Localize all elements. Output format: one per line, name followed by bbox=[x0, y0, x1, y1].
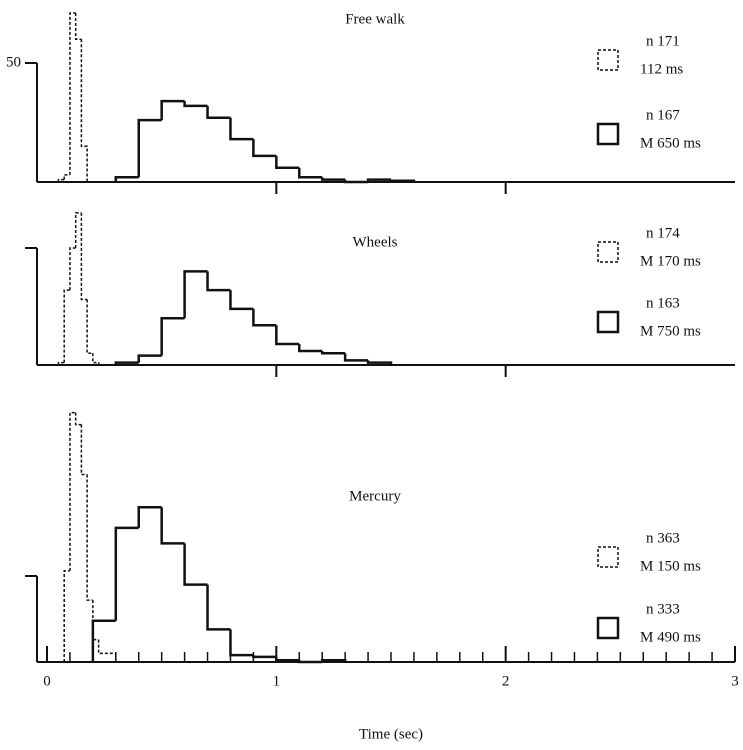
histogram-bin bbox=[137, 118, 162, 178]
histogram-bin bbox=[298, 167, 323, 179]
histogram-bin bbox=[229, 290, 254, 311]
histogram-bin bbox=[57, 361, 65, 365]
histogram-bin bbox=[206, 584, 231, 631]
histogram-bin bbox=[74, 212, 82, 248]
histogram-bin bbox=[63, 289, 70, 363]
legend-note: M 170 ms bbox=[640, 253, 701, 269]
x-axis-label: Time (sec) bbox=[359, 726, 423, 742]
histogram-bin bbox=[275, 656, 300, 662]
histogram-bin bbox=[229, 117, 254, 141]
y-tick-label: 50 bbox=[6, 54, 21, 70]
histogram-bin bbox=[74, 13, 82, 40]
histogram-bin bbox=[229, 629, 254, 657]
histogram-bin bbox=[206, 271, 231, 292]
legend-label: n 333 bbox=[646, 601, 680, 617]
histogram-bin bbox=[275, 325, 300, 346]
histogram-bin bbox=[343, 353, 369, 362]
histogram-bin bbox=[57, 178, 65, 182]
legend-note: M 490 ms bbox=[640, 629, 701, 645]
legend-note: M 750 ms bbox=[640, 323, 701, 339]
histogram-bin bbox=[63, 570, 70, 662]
histogram-bin bbox=[80, 212, 88, 301]
histogram-bin bbox=[97, 639, 117, 662]
histogram-bin bbox=[69, 411, 76, 571]
legend-label: n 171 bbox=[646, 33, 680, 49]
histogram-bin bbox=[320, 350, 346, 355]
histogram-bin bbox=[74, 412, 82, 426]
histogram-bin bbox=[80, 424, 88, 476]
histogram-bin bbox=[366, 178, 391, 182]
histogram-bin bbox=[137, 354, 162, 363]
histogram-bin bbox=[366, 360, 393, 365]
histogram-bin bbox=[298, 660, 323, 664]
legend-swatch bbox=[596, 122, 620, 146]
histogram-bin bbox=[86, 474, 93, 601]
histogram-bin bbox=[320, 659, 347, 662]
histogram-bin bbox=[252, 308, 277, 327]
panel-title: Mercury bbox=[349, 488, 401, 504]
histogram-bin bbox=[91, 619, 116, 662]
histogram-bin bbox=[137, 505, 162, 528]
legend-note: 112 ms bbox=[640, 61, 683, 77]
histogram-bin bbox=[343, 179, 369, 184]
histogram-bin bbox=[63, 174, 70, 180]
histogram-bin bbox=[206, 105, 231, 119]
histogram-bin bbox=[275, 155, 300, 169]
histogram-bin bbox=[160, 99, 185, 121]
histogram-bin bbox=[114, 526, 139, 621]
legend-swatch bbox=[596, 310, 620, 334]
histogram-bin bbox=[114, 175, 139, 182]
histogram-bin bbox=[160, 507, 185, 545]
histogram-bin bbox=[69, 247, 76, 291]
histogram-bin bbox=[183, 101, 208, 108]
x-tick-label: 0 bbox=[43, 673, 51, 689]
legend-label: n 163 bbox=[646, 295, 680, 311]
legend-swatch bbox=[597, 49, 619, 71]
legend-label: n 174 bbox=[646, 225, 680, 241]
histogram-bin bbox=[80, 39, 88, 182]
x-tick-label: 1 bbox=[273, 673, 281, 689]
x-tick-label: 3 bbox=[731, 673, 739, 689]
legend-swatch bbox=[597, 241, 619, 263]
histogram-bin bbox=[69, 12, 76, 175]
histogram-bin bbox=[92, 353, 100, 365]
histogram-bin bbox=[252, 655, 277, 659]
legend-note: M 150 ms bbox=[640, 558, 701, 574]
legend-swatch bbox=[596, 616, 620, 640]
histogram-bin bbox=[252, 139, 277, 158]
histogram-bin bbox=[160, 316, 185, 356]
legend-label: n 167 bbox=[646, 107, 680, 123]
histogram-bin bbox=[183, 270, 208, 319]
panel-title: Wheels bbox=[353, 234, 398, 250]
panel-title: Free walk bbox=[345, 11, 405, 27]
legend-label: n 363 bbox=[646, 530, 680, 546]
histogram-bin bbox=[298, 343, 323, 353]
legend-swatch bbox=[597, 546, 619, 568]
histogram-bin bbox=[86, 299, 93, 355]
histogram-bin bbox=[389, 179, 416, 183]
legend-note: M 650 ms bbox=[640, 135, 701, 151]
histogram-bin bbox=[183, 543, 208, 586]
x-tick-label: 2 bbox=[502, 673, 510, 689]
histogram-bin bbox=[114, 361, 139, 365]
histogram-bin bbox=[320, 177, 346, 181]
